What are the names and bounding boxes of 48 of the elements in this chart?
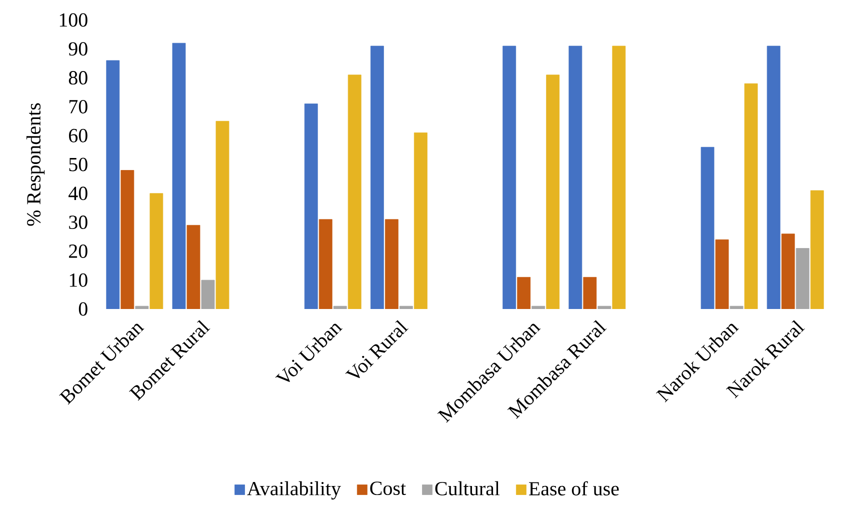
y-tick-label: 50 (69, 158, 88, 172)
bar (172, 42, 186, 309)
bar (399, 306, 413, 309)
legend-label: Cultural (435, 481, 500, 496)
bar (384, 219, 398, 309)
bar (715, 239, 729, 309)
y-tick-label: 60 (69, 128, 88, 142)
bar (810, 190, 824, 309)
y-tick-label: 100 (60, 13, 88, 27)
bar (598, 306, 612, 309)
bar (216, 120, 230, 309)
bar (700, 146, 714, 309)
legend-label: Cost (370, 482, 406, 496)
bar (304, 104, 318, 309)
bar (744, 83, 758, 309)
bar (414, 132, 428, 309)
y-tick-label: 10 (70, 273, 88, 287)
bar (318, 219, 332, 309)
y-tick-label: 40 (68, 186, 88, 200)
y-tick-label: 80 (68, 71, 88, 85)
bar (186, 224, 200, 309)
bar (612, 46, 626, 309)
bar (333, 306, 347, 309)
bar (201, 280, 215, 309)
bar (135, 306, 149, 309)
bar (370, 46, 384, 309)
bar (730, 306, 744, 309)
bar (150, 193, 164, 309)
bar (583, 277, 597, 309)
bar (568, 46, 582, 309)
bar (517, 277, 531, 309)
legend-label: Ease of use (528, 481, 619, 496)
legend-label: Availability (247, 481, 341, 500)
y-tick-label: 30 (69, 216, 88, 230)
bar (781, 234, 795, 309)
y-axis-title: % Respondents (26, 103, 45, 226)
bar (796, 248, 810, 309)
bar (546, 74, 560, 309)
y-tick-label: 90 (68, 42, 88, 56)
bar (120, 170, 134, 309)
y-tick-label: 20 (69, 244, 88, 258)
bar (348, 74, 362, 309)
bar (532, 306, 546, 309)
y-tick-label: 70 (69, 100, 88, 114)
bar (106, 60, 120, 309)
bar (766, 46, 780, 309)
bar (502, 46, 516, 309)
y-tick-label: 0 (78, 302, 88, 316)
